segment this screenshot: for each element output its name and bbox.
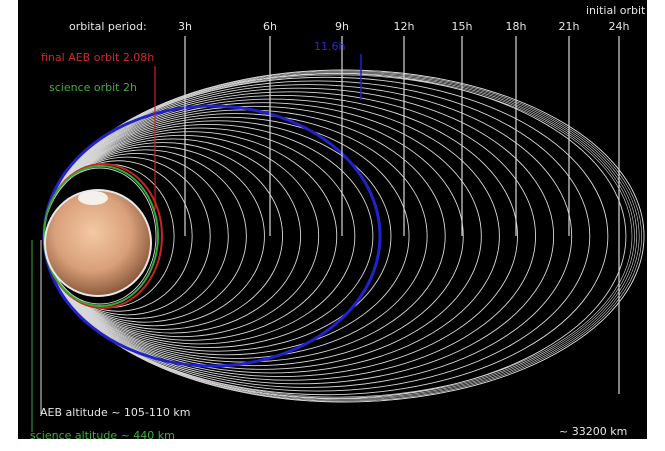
initial-orbit-label: initial orbit [586,4,646,17]
mars-planet-icon [44,189,152,297]
tick-15h: 15h [451,20,473,33]
tick-18h: 18h [505,20,527,33]
orbit-diagram: orbital period: initial orbit 3h 6h 9h 1… [18,0,647,439]
apoapsis-distance-label: ~ 33200 km [559,425,628,438]
science-altitude-label: science altitude ~ 440 km [30,429,175,439]
final-aeb-orbit-label: final AEB orbit 2.08h [41,51,155,64]
aeb-altitude-label: AEB altitude ~ 105-110 km [40,406,191,419]
tick-9h: 9h [335,20,349,33]
science-orbit-label: science orbit 2h [49,81,137,94]
tick-21h: 21h [558,20,580,33]
orbital-period-label: orbital period: [69,20,147,33]
tick-6h: 6h [263,20,277,33]
tick-3h: 3h [178,20,192,33]
tick-12h: 12h [393,20,415,33]
science-orbit-ellipse [43,165,159,307]
polar-cap-icon [78,191,108,205]
highlight-orbit-label: 11.6h [314,40,346,53]
orbit-ellipses [31,36,645,432]
tick-24h: 24h [608,20,630,33]
